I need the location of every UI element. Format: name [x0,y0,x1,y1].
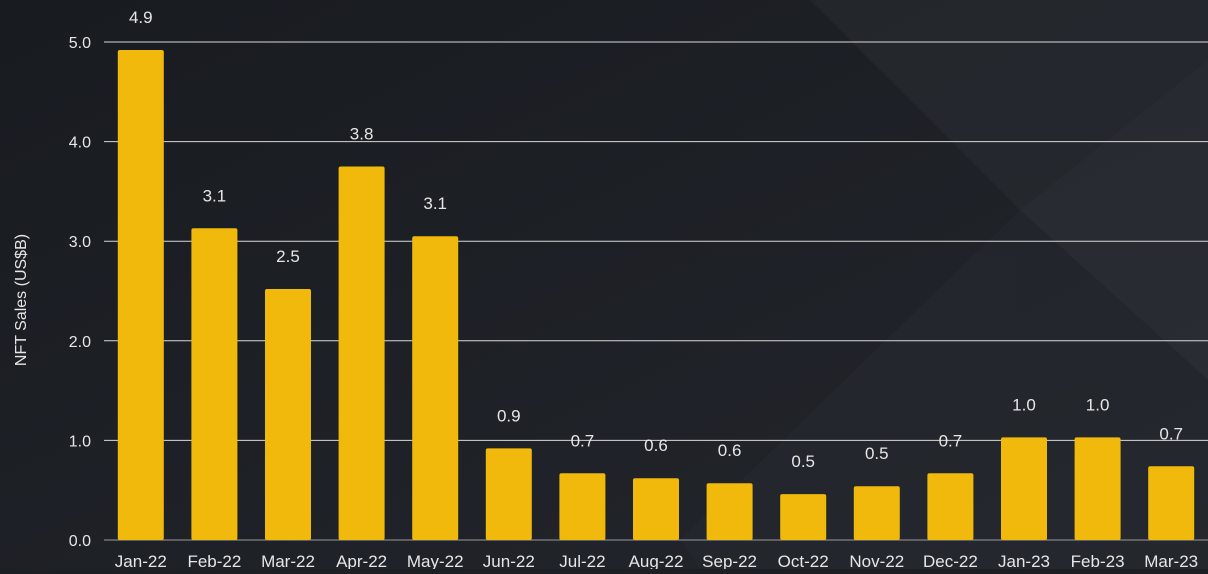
y-tick-label: 5.0 [69,35,91,52]
bar-value-label: 3.1 [423,194,447,213]
bar-value-label: 0.5 [791,452,815,471]
bar [117,49,164,541]
bar-value-label: 1.0 [1086,395,1110,414]
x-tick-label: Feb-23 [1071,552,1125,569]
bar-value-label: 0.9 [497,406,521,425]
bar [633,478,679,540]
y-axis-ticks: 0.0 1.0 2.0 3.0 4.0 5.0 [69,35,91,550]
bar-value-label: 0.7 [571,431,595,450]
x-tick-label: Jun-22 [483,552,535,569]
bar-value-label: 3.1 [203,186,227,205]
bar-value-label: 0.7 [1159,424,1183,443]
bar-value-label: 0.7 [939,431,963,450]
bar-value-label: 0.6 [718,441,742,460]
y-tick-label: 3.0 [69,234,91,251]
x-tick-label: Mar-23 [1144,552,1198,569]
bar [927,473,974,540]
x-tick-label: Sep-22 [702,552,757,569]
bar-value-label: 3.8 [350,125,374,144]
x-axis-ticks: Jan-22 Feb-22 Mar-22 Apr-22 May-22 Jun-22 Jul-… [115,552,1198,571]
x-tick-label: Jan-23 [998,552,1050,569]
bar [1001,437,1047,540]
y-tick-label: 0.0 [69,533,91,550]
x-tick-label: Nov-22 [849,552,904,569]
x-tick-label: May-22 [407,552,464,569]
bar [485,448,532,540]
bar [1148,466,1195,540]
bar-value-label: 0.6 [644,436,668,455]
x-tick-label: Jul-22 [559,552,605,569]
bar-value-label: 1.0 [1012,395,1036,414]
x-tick-label: Dec-22 [923,552,978,569]
bar-value-label: 4.9 [129,8,153,27]
x-tick-label: Aug-22 [629,552,684,569]
bar-value-label: 2.5 [276,247,300,266]
y-tick-label: 4.0 [69,135,91,152]
bar [1074,437,1121,540]
value-labels: 4.9 3.1 2.5 3.8 3.1 0.9 0.7 0.6 0.6 0.5 0.5 0.7 1.0 1… [129,8,1183,471]
x-tick-label: Feb-22 [187,552,241,569]
bar [780,494,827,540]
bar [412,236,459,540]
y-tick-label: 1.0 [69,433,91,450]
x-tick-label: Oct-22 [778,552,829,569]
bar [265,289,311,540]
bar [706,483,753,540]
bar [191,228,238,540]
bar [853,486,900,540]
y-axis-label: NFT Sales (US$B) [13,234,30,366]
x-tick-label: Mar-22 [261,552,315,569]
bar [338,166,385,540]
bar-value-label: 0.5 [865,444,889,463]
x-tick-label: Jan-22 [115,552,167,569]
x-tick-label: Apr-22 [336,552,387,569]
bars [117,49,1195,541]
y-tick-label: 2.0 [69,334,91,351]
bar [559,473,606,540]
